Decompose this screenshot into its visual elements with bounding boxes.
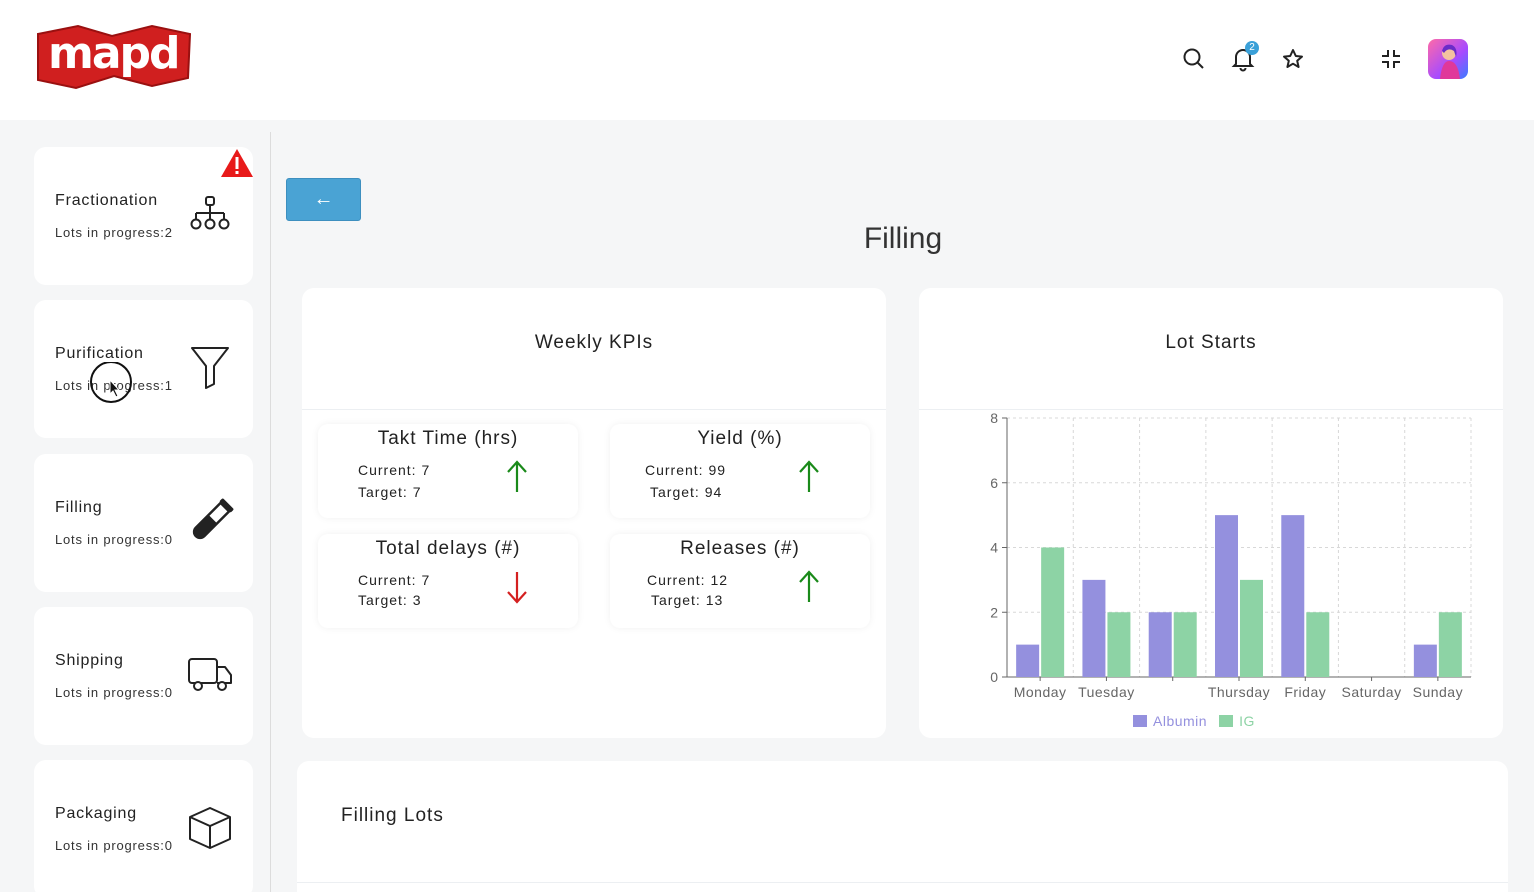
bar-albumin xyxy=(1148,612,1172,677)
arrow-up-icon xyxy=(799,460,819,492)
kpi-current: Current: 7 xyxy=(358,572,431,588)
kpi-current: Current: 99 xyxy=(645,462,727,478)
kpi-current: Current: 7 xyxy=(358,462,431,478)
weekly-kpis-panel: Weekly KPIs Takt Time (hrs) Current: 7 T… xyxy=(302,288,886,738)
minimize-icon[interactable] xyxy=(1378,46,1404,72)
x-tick-label: Friday xyxy=(1284,684,1326,700)
arrow-down-icon xyxy=(507,572,527,604)
truck-icon xyxy=(188,658,232,691)
filling-lots-panel: Filling Lots xyxy=(297,761,1508,892)
y-tick-label: 4 xyxy=(990,540,998,556)
star-icon[interactable] xyxy=(1280,46,1306,72)
stage-name: Purification xyxy=(55,345,144,362)
panel-divider xyxy=(297,882,1508,883)
stage-card-shipping[interactable]: Shipping Lots in progress:0 xyxy=(34,607,253,745)
kpi-card-takt-time: Takt Time (hrs) Current: 7 Target: 7 xyxy=(318,424,578,518)
cursor-indicator xyxy=(90,362,132,403)
arrow-up-icon xyxy=(799,570,819,602)
top-bar: mapd 2 xyxy=(0,0,1534,120)
x-tick-label: Thursday xyxy=(1208,684,1270,700)
bar-albumin xyxy=(1082,579,1106,677)
back-button[interactable]: ← xyxy=(286,178,361,221)
stage-lots-count: Lots in progress:0 xyxy=(55,532,173,547)
lot-starts-chart: 0 2 4 6 8 Monday Tuesday Thursday Friday Saturday… xyxy=(990,410,1472,700)
stage-card-filling[interactable]: Filling Lots in progress:0 xyxy=(34,454,253,592)
kpi-title: Takt Time (hrs) xyxy=(377,428,519,449)
legend-item[interactable]: IG xyxy=(1219,713,1255,729)
stage-lots-count: Lots in progress:0 xyxy=(55,838,173,853)
bar-ig xyxy=(1107,612,1131,677)
stage-name: Packaging xyxy=(55,805,137,822)
y-tick-label: 6 xyxy=(990,475,998,491)
kpi-target: Target: 94 xyxy=(650,484,723,500)
panel-header: Weekly KPIs xyxy=(302,288,886,410)
notification-badge: 2 xyxy=(1245,41,1259,55)
stage-lots-count: Lots in progress:0 xyxy=(55,685,173,700)
stage-name: Shipping xyxy=(55,652,124,669)
kpi-title: Yield (%) xyxy=(697,428,783,449)
bar-ig xyxy=(1240,579,1263,677)
bar-albumin xyxy=(1016,644,1040,677)
legend-swatch xyxy=(1219,715,1234,727)
kpi-title: Total delays (#) xyxy=(375,538,521,559)
logo-text: mapd xyxy=(48,28,181,79)
mapd-logo[interactable]: mapd xyxy=(34,24,194,94)
avatar[interactable] xyxy=(1428,39,1468,79)
kpi-target: Target: 3 xyxy=(358,592,422,608)
bar-ig xyxy=(1173,612,1197,677)
kpi-current: Current: 12 xyxy=(647,572,729,588)
kpi-target: Target: 7 xyxy=(358,484,422,500)
legend-item[interactable]: Albumin xyxy=(1133,713,1207,729)
bar-ig xyxy=(1041,547,1065,677)
x-tick-label: Tuesday xyxy=(1078,684,1135,700)
stage-card-fractionation[interactable]: Fractionation Lots in progress:2 xyxy=(34,147,253,285)
bar-albumin xyxy=(1215,515,1238,677)
bar-albumin xyxy=(1413,644,1437,677)
test-tube-icon xyxy=(192,498,234,540)
stage-card-packaging[interactable]: Packaging Lots in progress:0 xyxy=(34,760,253,892)
arrow-up-icon xyxy=(507,460,527,492)
y-tick-label: 0 xyxy=(990,669,998,685)
y-tick-label: 8 xyxy=(990,410,998,426)
box-icon xyxy=(189,807,231,849)
kpi-card-total-delays: Total delays (#) Current: 7 Target: 3 xyxy=(318,534,578,628)
hierarchy-icon xyxy=(190,196,230,230)
kpi-card-releases: Releases (#) Current: 12 Target: 13 xyxy=(610,534,870,628)
stage-card-purification[interactable]: Purification Lots in progress:1 xyxy=(34,300,253,438)
x-tick-label: Sunday xyxy=(1413,684,1463,700)
chart-legend: Albumin IG xyxy=(1133,712,1267,730)
stage-name: Fractionation xyxy=(55,192,158,209)
legend-label: IG xyxy=(1239,713,1255,729)
legend-swatch xyxy=(1133,715,1147,727)
bar-ig xyxy=(1438,612,1462,677)
x-tick-label: Saturday xyxy=(1342,684,1402,700)
kpi-card-yield: Yield (%) Current: 99 Target: 94 xyxy=(610,424,870,518)
panel-title: Filling Lots xyxy=(341,805,444,826)
lot-starts-panel: Lot Starts 0 2 4 6 8 Monday Tuesday Thursday Fri… xyxy=(919,288,1503,738)
panel-title: Weekly KPIs xyxy=(534,332,654,353)
kpi-target: Target: 13 xyxy=(651,592,724,608)
filter-icon xyxy=(191,347,229,389)
bar-albumin xyxy=(1281,515,1305,677)
search-icon[interactable] xyxy=(1181,46,1207,72)
legend-label: Albumin xyxy=(1153,713,1208,729)
panel-title: Lot Starts xyxy=(1165,332,1257,353)
panel-header: Lot Starts xyxy=(919,288,1503,410)
stage-name: Filling xyxy=(55,499,103,516)
page-title: Filling xyxy=(863,222,943,255)
bar-ig xyxy=(1306,612,1330,677)
sidebar-divider xyxy=(270,132,271,892)
y-tick-label: 2 xyxy=(990,604,998,620)
warning-icon xyxy=(221,149,253,177)
kpi-title: Releases (#) xyxy=(680,538,800,559)
stage-lots-count: Lots in progress:2 xyxy=(55,225,173,240)
x-tick-label: Monday xyxy=(1014,684,1067,700)
